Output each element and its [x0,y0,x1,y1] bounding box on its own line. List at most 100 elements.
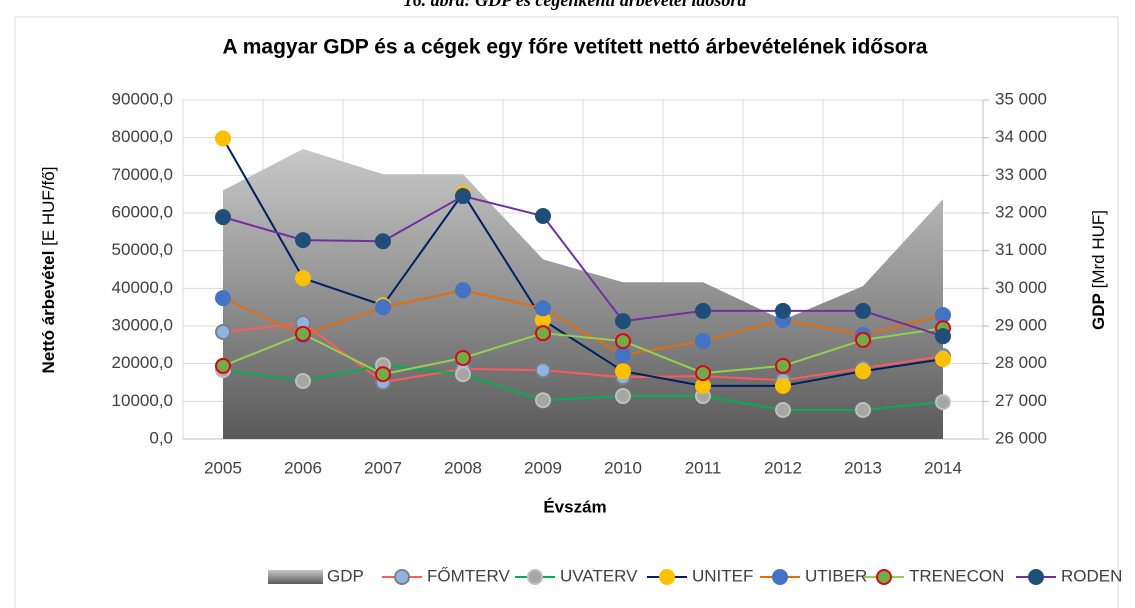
y2-tick-label: 34 000 [995,127,1047,146]
marker [455,282,471,299]
x-tick-label: 2013 [844,458,882,477]
marker [375,366,391,383]
x-tick-label: 2012 [764,458,802,477]
y-tick-label: 20000,0 [112,353,173,372]
y2-tick-label: 32 000 [995,202,1047,221]
marker [855,401,871,418]
y-axis-title-unit: [E HUF/fő] [39,167,58,246]
y2-tick-label: 31 000 [995,240,1047,259]
marker [215,324,231,341]
marker [615,313,631,330]
marker [455,350,471,367]
y-tick-label: 60000,0 [112,202,173,221]
marker [455,188,471,205]
y2-tick-label: 26 000 [995,428,1047,447]
x-tick-label: 2014 [924,458,962,477]
legend-label: FŐMTERV [427,566,510,585]
y2-tick-label: 33 000 [995,165,1047,184]
y-axis-title-bold: Nettó árbevétel [39,251,58,374]
line [222,327,944,376]
legend-marker [527,569,543,585]
marker [855,363,871,380]
marker [375,299,391,316]
caption: 16. ábra: GDP és cégenkénti árbevétel id… [404,0,747,10]
marker [855,331,871,348]
line [222,321,944,384]
y-tick-label: 10000,0 [112,391,173,410]
marker [295,270,311,287]
y2-axis-title-unit: [Mrd HUF] [1089,210,1108,288]
x-tick-label: 2008 [444,458,482,477]
marker [695,333,711,350]
x-axis-title: Évszám [543,497,606,516]
marker [215,290,231,307]
marker [295,232,311,249]
x-tick-label: 2010 [604,458,642,477]
marker [535,300,551,317]
line [222,194,944,338]
legend-swatch [268,570,323,584]
x-tick-label: 2009 [524,458,562,477]
y-tick-label: 50000,0 [112,240,173,259]
chart-title: A magyar GDP és a cégek egy főre vetítet… [223,36,928,59]
legend-label: TRENECON [909,566,1004,585]
y2-tick-label: 29 000 [995,315,1047,334]
y2-axis-title-bold: GDP [1089,293,1108,330]
legend-label: UTIBER [805,566,867,585]
marker [695,302,711,319]
marker [215,357,231,374]
x-tick-label: 2005 [204,458,242,477]
marker [935,328,951,345]
marker [455,366,471,383]
marker [935,307,951,324]
legend-marker [1028,569,1044,585]
legend-marker [876,569,892,585]
marker [375,233,391,250]
marker [935,394,951,411]
y-tick-label: 90000,0 [112,89,173,108]
legend-label: UNITEF [692,566,753,585]
marker [615,347,631,364]
marker [295,372,311,389]
legend-label: RODEN [1061,566,1122,585]
marker [535,362,551,379]
marker [615,333,631,350]
y-tick-label: 70000,0 [112,165,173,184]
line [222,137,944,387]
y-tick-label: 0,0 [149,428,173,447]
y-axis-title: Nettó árbevétel [E HUF/fő] [39,167,58,374]
x-tick-label: 2007 [364,458,402,477]
y2-axis-title: GDP [Mrd HUF] [1089,210,1108,330]
legend-marker [659,569,675,585]
line [222,364,944,411]
marker [855,302,871,319]
marker [615,388,631,405]
y-tick-label: 30000,0 [112,315,173,334]
marker [775,302,791,319]
legend-label: GDP [327,566,364,585]
marker [775,401,791,418]
marker [215,130,231,147]
x-tick-label: 2006 [284,458,322,477]
legend-label: UVATERV [560,566,638,585]
line [222,289,944,357]
legend-marker [394,569,410,585]
marker [535,325,551,342]
y-tick-label: 80000,0 [112,127,173,146]
y-tick-label: 40000,0 [112,278,173,297]
marker [615,363,631,380]
y2-tick-label: 30 000 [995,278,1047,297]
marker [215,209,231,226]
marker [935,351,951,368]
y2-tick-label: 35 000 [995,89,1047,108]
marker [295,325,311,342]
legend-marker [772,569,788,585]
marker [775,357,791,374]
marker [775,377,791,394]
x-tick-label: 2011 [685,458,722,477]
marker [535,392,551,409]
marker [535,208,551,225]
y2-tick-label: 27 000 [995,391,1047,410]
